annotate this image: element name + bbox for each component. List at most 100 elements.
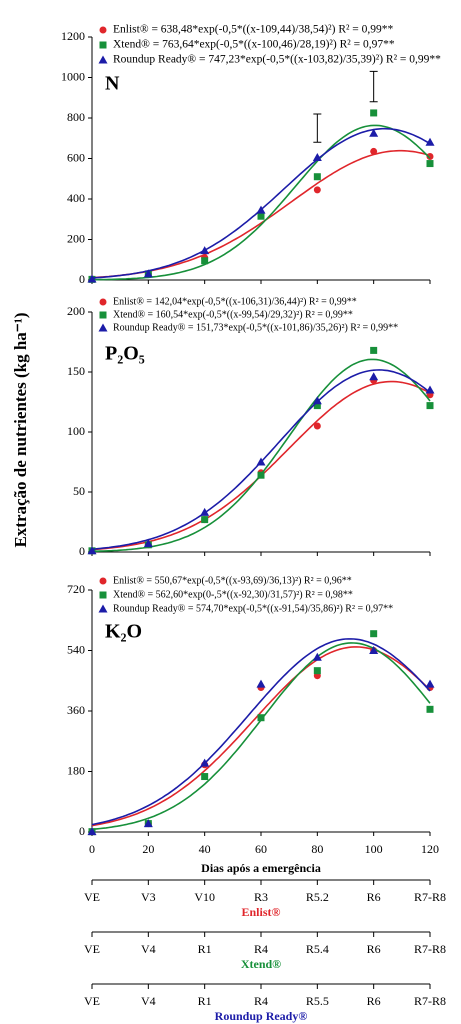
point: [369, 128, 379, 137]
point: [370, 346, 378, 354]
point: [313, 173, 321, 181]
point: [426, 152, 434, 160]
legend-label: Enlist® = 638,48*exp(-0,5*((x-109,44)/38…: [113, 24, 394, 36]
y-tick-label: 540: [67, 642, 85, 656]
legend-marker: [99, 577, 107, 585]
point: [201, 773, 209, 781]
point: [313, 402, 321, 410]
point: [87, 827, 97, 836]
point: [256, 679, 266, 688]
point: [143, 269, 153, 278]
point: [201, 257, 209, 265]
legend-marker: [99, 591, 107, 599]
point: [257, 714, 265, 722]
y-tick-label: 1200: [61, 29, 85, 43]
y-tick-label: 200: [67, 304, 85, 318]
point: [143, 539, 153, 548]
y-tick-label: 0: [79, 544, 85, 558]
stage-name: Enlist®: [242, 905, 281, 919]
stage-label: V4: [141, 942, 156, 956]
point: [312, 396, 322, 405]
y-tick-label: 100: [67, 424, 85, 438]
point: [425, 679, 435, 688]
stage-label: R7-R8: [414, 994, 446, 1008]
point: [201, 516, 209, 524]
point: [426, 705, 434, 713]
legend-label: Xtend® = 160,54*exp(-0,5*((x-99,54)/29,3…: [113, 309, 353, 320]
fit-curve: [91, 638, 431, 826]
y-tick-label: 400: [67, 191, 85, 205]
y-tick-label: 50: [73, 484, 85, 498]
y-tick-label: 0: [79, 824, 85, 838]
point: [370, 109, 378, 117]
stage-name: Xtend®: [241, 957, 281, 971]
point: [369, 646, 379, 654]
x-tick-label: 20: [142, 842, 154, 856]
stage-label: R4: [254, 942, 268, 956]
point: [200, 507, 210, 516]
point: [312, 652, 322, 661]
legend-label: Enlist® = 142,04*exp(-0,5*((x-106,31)/36…: [113, 296, 357, 307]
y-tick-label: 720: [67, 582, 85, 596]
point: [426, 160, 434, 168]
x-tick-label: 100: [365, 842, 383, 856]
x-axis-label: Dias após a emergência: [201, 861, 321, 875]
legend-marker: [98, 323, 108, 332]
fit-curve: [91, 358, 431, 553]
legend-label: Xtend® = 763,64*exp(-0,5*((x-100,46)/28,…: [113, 39, 395, 51]
stage-label: R5.2: [306, 890, 329, 904]
legend-marker: [99, 298, 107, 306]
stage-label: R6: [367, 942, 381, 956]
y-tick-label: 360: [67, 703, 85, 717]
point: [313, 422, 321, 430]
point: [200, 758, 210, 767]
y-axis-label: Extração de nutrientes (kg ha⁻¹): [11, 312, 30, 547]
point: [257, 471, 265, 479]
panel-label: N: [105, 73, 120, 95]
y-tick-label: 1000: [61, 69, 85, 83]
stage-name: Roundup Ready®: [215, 1009, 308, 1023]
legend-marker: [99, 26, 107, 34]
fit-curve: [91, 380, 431, 551]
stage-label: V4: [141, 994, 156, 1008]
legend-marker: [99, 41, 107, 49]
stage-label: V10: [194, 890, 215, 904]
x-tick-label: 80: [311, 842, 323, 856]
error-bar: [313, 113, 322, 143]
stage-label: V3: [141, 890, 156, 904]
x-tick-label: 40: [199, 842, 211, 856]
stage-label: R6: [367, 890, 381, 904]
point: [370, 630, 378, 638]
legend-label: Roundup Ready® = 747,23*exp(-0,5*((x-103…: [113, 54, 441, 66]
y-tick-label: 150: [67, 364, 85, 378]
point: [143, 819, 153, 828]
fit-curve: [91, 642, 431, 831]
legend-marker: [98, 55, 108, 64]
error-bar: [369, 70, 378, 103]
stage-label: R7-R8: [414, 942, 446, 956]
point: [256, 457, 266, 466]
stage-label: R6: [367, 994, 381, 1008]
legend-marker: [98, 604, 108, 613]
fit-curve: [91, 646, 431, 827]
point: [313, 186, 321, 194]
y-tick-label: 0: [79, 272, 85, 286]
stage-label: VE: [84, 942, 100, 956]
stage-label: R1: [198, 994, 212, 1008]
point: [87, 546, 97, 555]
y-tick-label: 800: [67, 110, 85, 124]
point: [312, 152, 322, 161]
fit-curve: [92, 124, 431, 281]
panel-label: K₂O: [105, 621, 142, 643]
stage-label: VE: [84, 890, 100, 904]
legend-label: Xtend® = 562,60*exp(0-,5*((x-92,30)/31,5…: [113, 589, 353, 600]
stage-label: R7-R8: [414, 890, 446, 904]
stage-label: R5.5: [306, 994, 329, 1008]
legend-label: Roundup Ready® = 151,73*exp(-0,5*((x-101…: [113, 322, 398, 333]
stage-label: VE: [84, 994, 100, 1008]
point: [425, 385, 435, 394]
point: [369, 372, 379, 381]
stage-label: R5.4: [306, 942, 329, 956]
y-tick-label: 180: [67, 763, 85, 777]
